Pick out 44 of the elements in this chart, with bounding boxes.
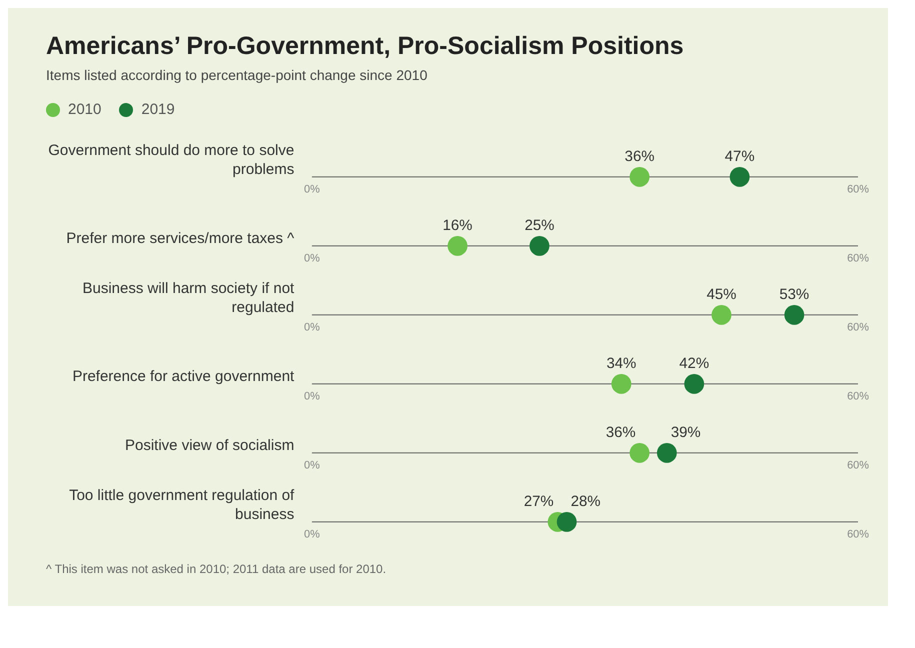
point [730, 166, 750, 187]
text: 0% [304, 184, 320, 196]
chart-subtitle: Items listed according to percentage-point change since 2010 [46, 67, 428, 83]
data-label: 16% [442, 218, 473, 234]
text: 0% [304, 390, 320, 403]
text: 60% [847, 184, 870, 196]
chart-title: Americans’ Pro-Government, Pro-Socialism Positions [46, 32, 685, 61]
text: 60% [847, 460, 870, 472]
data-label: 53% [780, 287, 810, 304]
point [630, 166, 650, 187]
data-label: 47% [725, 149, 755, 166]
point [712, 304, 732, 325]
y-tick-label: Prefer more services/more taxes ^ [65, 229, 296, 249]
text: 0% [304, 322, 320, 334]
data-label: 25% [524, 218, 555, 234]
data-label: 27% [524, 494, 554, 510]
point [657, 442, 678, 463]
text: 0% [304, 252, 320, 265]
y-tick-label: Positive view of socialism [124, 436, 296, 456]
text: 0% [304, 460, 320, 472]
legend-label: 2019 [140, 101, 175, 118]
text: ^ This item was not asked in 2010; 2011 data are used for 2010. [46, 562, 388, 576]
y-tick-label: Business will harm society if not regulated [81, 279, 296, 318]
y-tick-label: Too little government regulation of business [68, 486, 296, 525]
data-label: 42% [680, 356, 710, 372]
data-label: 34% [606, 356, 636, 372]
point [630, 442, 650, 463]
point [530, 236, 550, 256]
point [684, 374, 704, 394]
data-label: 36% [624, 149, 655, 166]
data-label: 45% [706, 287, 737, 304]
y-tick-label: Government should do more to solve problems [47, 141, 296, 180]
point [557, 512, 577, 532]
legend-label: 2010 [67, 101, 102, 118]
point [784, 304, 804, 325]
text: 60% [847, 322, 870, 334]
point [612, 374, 632, 394]
data-label: 36% [606, 425, 636, 442]
data-label: 28% [570, 494, 601, 510]
text: 60% [847, 390, 870, 403]
data-label: 39% [671, 425, 701, 442]
y-tick-label: Preference for active government [71, 367, 296, 387]
point [448, 236, 468, 256]
text: 60% [847, 252, 870, 265]
